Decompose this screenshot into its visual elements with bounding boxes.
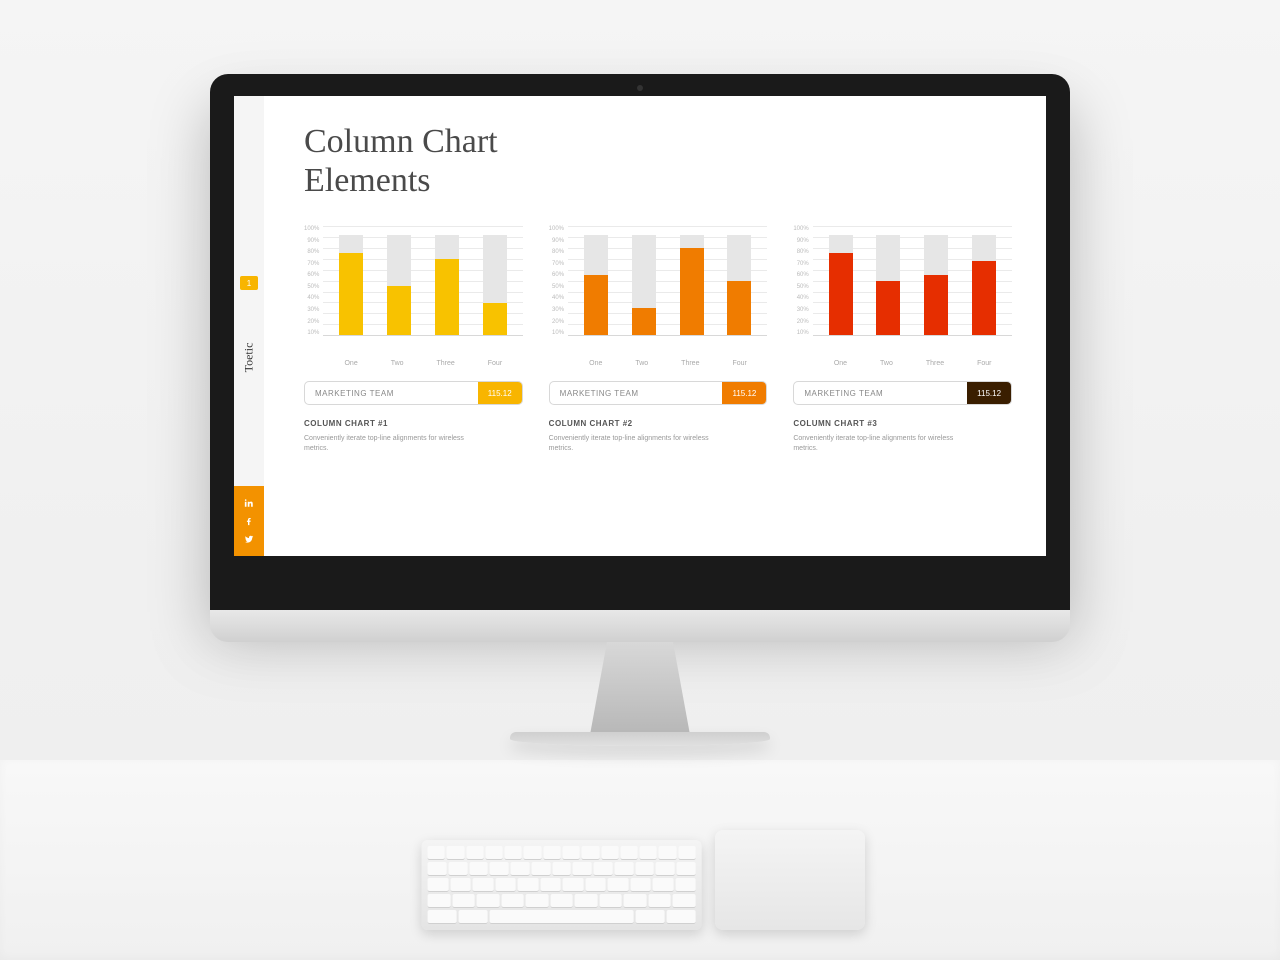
trackpad	[715, 830, 865, 930]
monitor-chin	[210, 610, 1070, 642]
x-axis-labels: OneTwoThreeFour	[304, 356, 523, 367]
chart-heading: COLUMN CHART #3	[793, 419, 1012, 428]
bar-one	[827, 226, 855, 335]
y-axis-labels: 100%90%80%70%60%50%40%30%20%10%	[793, 226, 812, 336]
kpi-pill: MARKETING TEAM 115.12	[793, 381, 1012, 405]
kpi-label: MARKETING TEAM	[804, 389, 883, 398]
kpi-value: 115.12	[478, 382, 522, 404]
kpi-label: MARKETING TEAM	[315, 389, 394, 398]
chart-column-1: 100%90%80%70%60%50%40%30%20%10% OneTwoThr…	[304, 226, 523, 454]
bar-three	[433, 226, 461, 335]
brand-name: Toetic	[242, 343, 257, 373]
y-axis-labels: 100%90%80%70%60%50%40%30%20%10%	[304, 226, 323, 336]
column-chart: 100%90%80%70%60%50%40%30%20%10%	[793, 226, 1012, 356]
bar-two	[874, 226, 902, 335]
title-line-2: Elements	[304, 161, 1012, 200]
kpi-label: MARKETING TEAM	[560, 389, 639, 398]
bar-four	[725, 226, 753, 335]
twitter-icon[interactable]	[244, 534, 254, 544]
chart-description: Conveniently iterate top-line alignments…	[304, 434, 474, 454]
y-axis-labels: 100%90%80%70%60%50%40%30%20%10%	[549, 226, 568, 336]
slide-sidebar: 1 Toetic	[234, 96, 264, 556]
bar-one	[337, 226, 365, 335]
kpi-pill: MARKETING TEAM 115.12	[549, 381, 768, 405]
monitor-stand	[585, 642, 695, 732]
chart-heading: COLUMN CHART #2	[549, 419, 768, 428]
screen: 1 Toetic Column Chart Elements 100%90%80…	[234, 96, 1046, 556]
monitor: 1 Toetic Column Chart Elements 100%90%80…	[210, 74, 1070, 746]
column-chart: 100%90%80%70%60%50%40%30%20%10%	[549, 226, 768, 356]
x-axis-labels: OneTwoThreeFour	[793, 356, 1012, 367]
x-axis-labels: OneTwoThreeFour	[549, 356, 768, 367]
page-number-badge: 1	[240, 276, 258, 290]
bar-one	[582, 226, 610, 335]
keyboard	[422, 840, 702, 930]
plot-area	[568, 226, 767, 336]
chart-description: Conveniently iterate top-line alignments…	[549, 434, 719, 454]
bar-three	[678, 226, 706, 335]
monitor-foot	[510, 732, 770, 746]
kpi-value: 115.12	[967, 382, 1011, 404]
social-icons-block	[234, 486, 264, 556]
column-chart: 100%90%80%70%60%50%40%30%20%10%	[304, 226, 523, 356]
chart-description: Conveniently iterate top-line alignments…	[793, 434, 963, 454]
kpi-pill: MARKETING TEAM 115.12	[304, 381, 523, 405]
chart-heading: COLUMN CHART #1	[304, 419, 523, 428]
bar-three	[922, 226, 950, 335]
chart-column-3: 100%90%80%70%60%50%40%30%20%10% OneTwoThr…	[793, 226, 1012, 454]
slide-content: Column Chart Elements 100%90%80%70%60%50…	[264, 96, 1046, 556]
plot-area	[813, 226, 1012, 336]
bar-two	[385, 226, 413, 335]
bar-two	[630, 226, 658, 335]
linkedin-icon[interactable]	[244, 498, 254, 508]
chart-column-2: 100%90%80%70%60%50%40%30%20%10% OneTwoThr…	[549, 226, 768, 454]
title-line-1: Column Chart	[304, 122, 1012, 161]
slide-title: Column Chart Elements	[304, 122, 1012, 200]
bar-four	[970, 226, 998, 335]
plot-area	[323, 226, 522, 336]
charts-row: 100%90%80%70%60%50%40%30%20%10% OneTwoThr…	[304, 226, 1012, 454]
camera-dot	[637, 85, 643, 91]
kpi-value: 115.12	[722, 382, 766, 404]
facebook-icon[interactable]	[244, 516, 254, 526]
bar-four	[481, 226, 509, 335]
